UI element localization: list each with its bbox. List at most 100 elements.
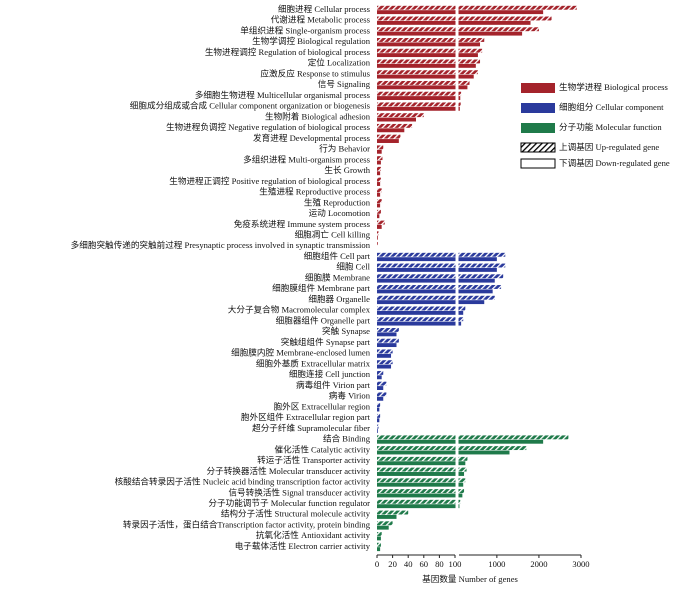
bar <box>377 220 385 225</box>
y-tick-label: 生物进程调控 Regulation of biological process <box>205 46 371 57</box>
bar <box>377 134 401 139</box>
bar <box>377 353 392 358</box>
x-tick-label: 100 <box>449 559 462 569</box>
y-tick-label: 催化活性 Catalytic activity <box>275 443 371 454</box>
bar <box>377 149 382 154</box>
bar <box>377 231 379 236</box>
y-tick-label: 多组织进程 Multi-organism process <box>243 153 370 164</box>
bar <box>377 364 392 369</box>
y-tick-label: 生物学调控 Biological regulation <box>252 35 371 46</box>
bar <box>377 542 381 547</box>
y-tick-label: 突触 Synapse <box>322 325 370 336</box>
bar <box>377 435 569 440</box>
x-tick-label: 1000 <box>488 559 505 569</box>
bar <box>377 300 485 305</box>
bar <box>377 31 523 36</box>
y-tick-label: 电子载体活性 Electron carrier activity <box>235 540 371 551</box>
y-tick-label: 应激反应 Response to stimulus <box>260 67 370 78</box>
bar <box>377 360 393 365</box>
x-tick-label: 60 <box>420 559 429 569</box>
bar <box>377 80 470 85</box>
bar <box>377 156 383 161</box>
bar <box>377 113 424 118</box>
bar <box>377 514 397 519</box>
bar <box>377 42 481 47</box>
y-tick-label: 细胞膜内腔 Membrane-enclosed lumen <box>231 347 371 358</box>
y-tick-label: 胞外区 Extracellular region <box>274 400 371 411</box>
y-tick-label: 细胞器组件 Organelle part <box>276 314 371 325</box>
y-tick-label: 细胞组件 Cell part <box>304 250 371 261</box>
bar <box>377 321 462 326</box>
bar <box>377 289 493 294</box>
bar <box>377 274 504 279</box>
bar <box>377 128 405 133</box>
y-tick-label: 生殖进程 Reproductive process <box>259 186 370 197</box>
bar <box>377 403 381 408</box>
bar <box>377 10 544 15</box>
legend-swatch <box>521 83 555 93</box>
bar <box>377 59 481 64</box>
bar <box>377 38 485 42</box>
bar <box>377 257 497 262</box>
y-tick-label: 结构分子活性 Structural molecule activity <box>221 508 371 519</box>
bar <box>377 285 502 289</box>
bar <box>377 160 381 165</box>
x-tick-label: 80 <box>435 559 444 569</box>
y-tick-label: 分子转换器活性 Molecular transducer activity <box>207 465 371 476</box>
bar <box>377 510 409 515</box>
y-tick-label: 生物进程正调控 Positive regulation of biologica… <box>169 175 370 186</box>
bar <box>377 396 384 401</box>
bar <box>377 70 478 75</box>
y-tick-label: 转录因子活性，蛋白结合Transcription factor activity… <box>123 518 371 529</box>
y-tick-label: 分子功能调节子 Molecular function regulator <box>208 497 370 508</box>
x-tick-label: 40 <box>404 559 413 569</box>
bar <box>377 407 380 412</box>
bar <box>377 461 466 466</box>
bar <box>377 139 399 143</box>
y-tick-label: 胞外区组件 Extracellular region part <box>241 411 371 422</box>
y-tick-label: 细胞外基质 Extracellular matrix <box>256 357 371 368</box>
bar <box>377 63 476 68</box>
legend-label: 生物学进程 Biological process <box>559 81 668 92</box>
y-tick-label: 生长 Growth <box>324 164 370 175</box>
bar <box>377 429 378 433</box>
bar <box>377 235 378 240</box>
x-tick-label: 20 <box>388 559 397 569</box>
y-tick-label: 单组织进程 Single-organism process <box>240 24 370 35</box>
bar <box>377 203 381 208</box>
x-axis-label: 基因数量 Number of genes <box>422 573 518 584</box>
bar <box>377 20 531 25</box>
bar <box>377 182 381 186</box>
bar <box>377 489 465 493</box>
bar <box>377 478 466 483</box>
x-tick-label: 3000 <box>572 559 589 569</box>
bar <box>377 295 495 300</box>
legend-swatch <box>520 142 556 153</box>
bar <box>377 532 382 536</box>
bar <box>377 338 399 343</box>
bar <box>377 53 478 58</box>
y-tick-label: 病毒组件 Virion part <box>296 379 371 390</box>
x-tick-label: 2000 <box>530 559 547 569</box>
bar <box>377 310 464 315</box>
y-tick-label: 行为 Behavior <box>319 143 370 154</box>
bar <box>377 242 378 246</box>
x-tick-label: 0 <box>375 559 379 569</box>
y-tick-label: 结合 Binding <box>323 433 371 444</box>
bar <box>377 96 461 101</box>
bar <box>377 171 381 176</box>
y-tick-label: 细胞连接 Cell junction <box>289 368 371 379</box>
bar <box>377 252 506 257</box>
bar <box>377 370 384 375</box>
y-tick-label: 多细胞生物进程 Multicellular organismal process <box>195 89 371 100</box>
y-tick-label: 生物进程负调控 Negative regulation of biologica… <box>166 121 371 132</box>
bar <box>377 472 465 476</box>
bar <box>377 456 468 461</box>
bar <box>377 306 466 311</box>
bar <box>377 499 461 504</box>
legend-label: 分子功能 Molecular function <box>559 121 662 132</box>
bar <box>377 145 384 150</box>
bar <box>377 413 381 418</box>
bar <box>377 375 382 380</box>
